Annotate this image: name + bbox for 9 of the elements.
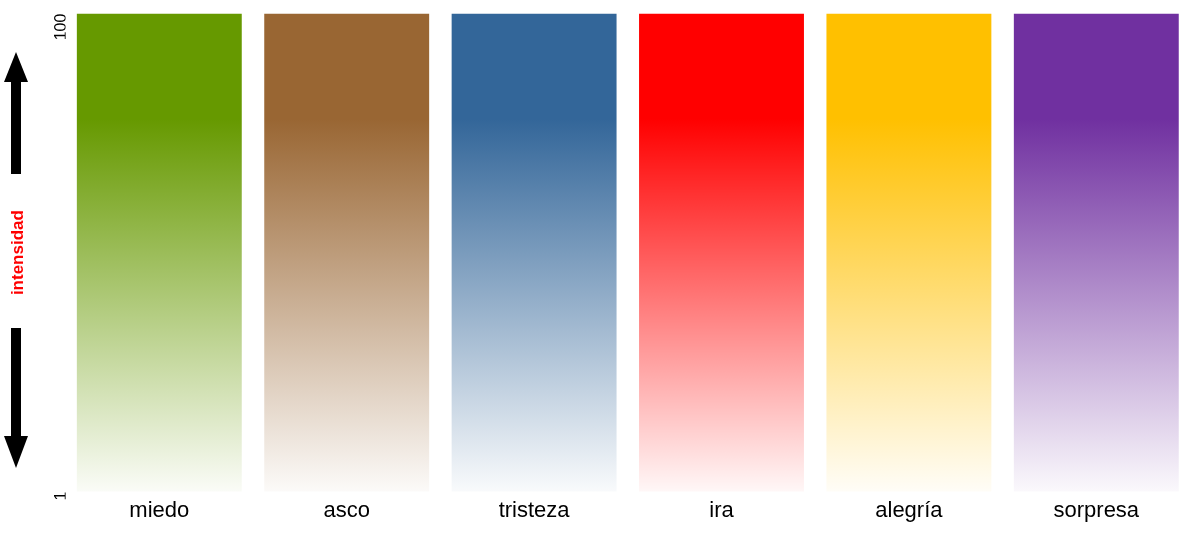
- x-tick-label: asco: [323, 496, 370, 522]
- y-axis-title: intensidad: [7, 210, 27, 296]
- x-tick-label: alegría: [875, 496, 944, 522]
- x-tick-label: sorpresa: [1053, 496, 1140, 522]
- x-tick-label: ira: [709, 496, 735, 522]
- x-tick-label: miedo: [129, 496, 190, 522]
- y-tick-label: 1: [52, 491, 70, 501]
- y-tick-label: 100: [52, 13, 70, 41]
- x-tick-label: tristeza: [498, 496, 571, 522]
